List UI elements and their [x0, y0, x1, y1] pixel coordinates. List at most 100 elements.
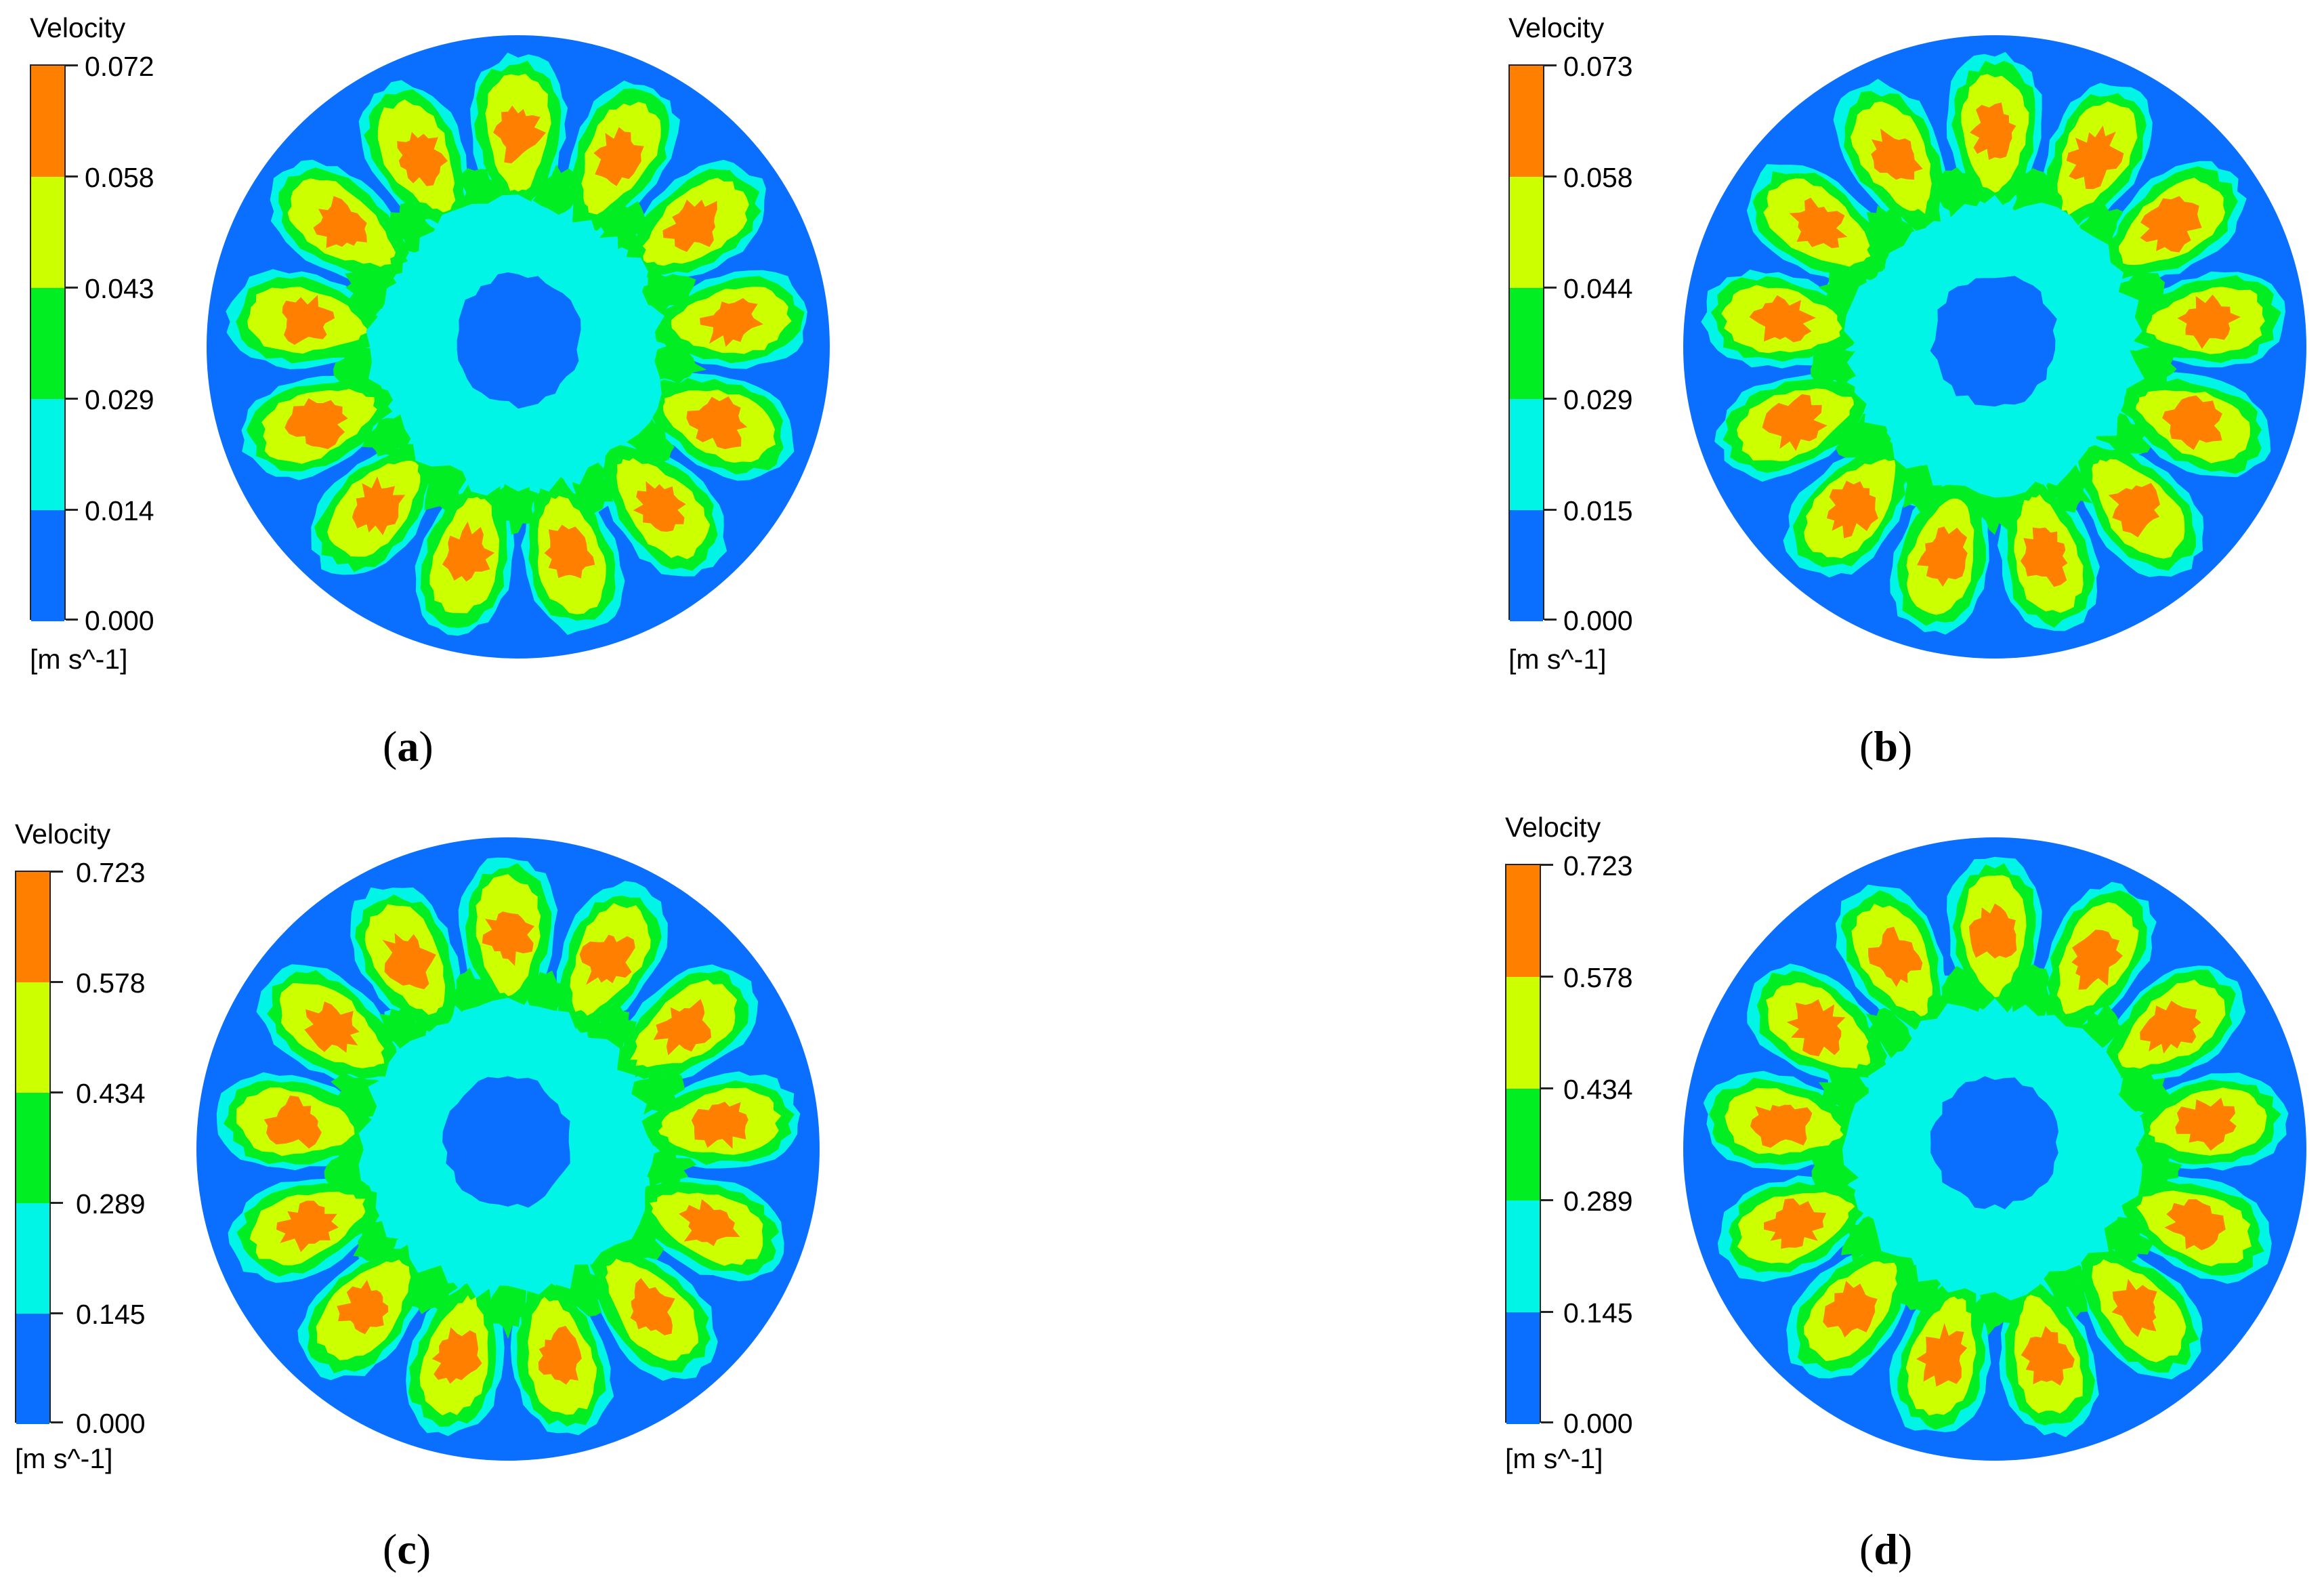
legend-seg-2	[1506, 1089, 1540, 1201]
lobe-orange	[538, 1326, 582, 1385]
tick-mark	[1541, 976, 1553, 978]
inter-lobe-green	[1866, 205, 1916, 259]
legend-seg-3	[1510, 177, 1543, 288]
panel-caption: (d)	[1859, 1524, 1912, 1574]
tick-label: 0.043	[85, 273, 154, 304]
tick-label: 0.723	[76, 857, 146, 888]
tick-mark	[51, 1091, 63, 1093]
legend-seg-4	[1510, 66, 1543, 177]
caption-close: )	[419, 722, 434, 770]
lobe-orange	[493, 105, 546, 164]
lobe-orange	[431, 1327, 482, 1384]
color-legend-bar	[15, 871, 51, 1424]
lobe-orange	[700, 298, 763, 347]
lobe-orange	[691, 1102, 748, 1149]
legend-title: Velocity	[1505, 812, 1601, 843]
tick-mark	[1541, 1311, 1553, 1313]
caption-close: )	[1897, 722, 1913, 770]
tick-label: 0.289	[76, 1188, 146, 1219]
color-legend-bar	[1505, 864, 1541, 1424]
lobe-orange	[1789, 197, 1848, 249]
legend-title: Velocity	[15, 818, 111, 850]
tick-label: 0.578	[1563, 962, 1633, 993]
caption-letter: a	[397, 722, 419, 770]
lobe-orange	[2071, 930, 2123, 990]
lobe-orange	[633, 481, 686, 532]
lobe-orange	[1786, 999, 1846, 1057]
tick-mark	[1541, 864, 1553, 866]
lobe-orange	[630, 1278, 675, 1335]
inter-lobe-green	[362, 413, 413, 457]
tick-mark	[51, 981, 63, 983]
panel-caption: (b)	[1859, 722, 1912, 772]
lobe-orange	[2020, 527, 2068, 587]
core-blue	[1930, 1076, 2058, 1209]
lobe-orange	[282, 295, 335, 345]
legend-seg-1	[1510, 399, 1543, 510]
panel-caption: (a)	[383, 722, 434, 772]
tick-mark	[66, 619, 78, 621]
legend-seg-4	[1506, 865, 1540, 977]
tick-label: 0.434	[1563, 1074, 1633, 1105]
lobe-orange	[653, 999, 712, 1056]
velocity-contour-plot	[196, 837, 820, 1461]
lobe-orange	[1764, 1198, 1827, 1249]
tick-label: 0.015	[1563, 495, 1633, 526]
lobe-orange	[1968, 903, 2017, 959]
legend-seg-2	[31, 288, 64, 399]
tick-label: 0.072	[85, 51, 154, 82]
lobe-orange	[337, 1280, 389, 1335]
color-legend-bar	[1508, 64, 1544, 621]
tick-label: 0.000	[1563, 605, 1633, 636]
lobe-orange	[1871, 128, 1923, 180]
lobe-orange	[1750, 1104, 1813, 1148]
lobe-orange	[276, 1201, 339, 1253]
legend-seg-0	[1510, 510, 1543, 621]
velocity-contour-plot	[207, 35, 830, 659]
core-blue	[1930, 276, 2057, 407]
tick-mark	[51, 1312, 63, 1314]
lobe-orange	[1970, 102, 2016, 160]
caption-open: (	[383, 722, 398, 770]
legend-seg-1	[16, 1203, 49, 1314]
caption-letter: c	[397, 1525, 417, 1573]
inter-lobe-green	[633, 272, 696, 315]
tick-mark	[1544, 287, 1557, 289]
lobe-orange	[1762, 394, 1827, 451]
lobe-orange	[1917, 526, 1968, 587]
legend-seg-0	[1506, 1312, 1540, 1424]
lobe-orange	[1826, 480, 1878, 539]
legend-seg-3	[31, 177, 64, 288]
tick-label: 0.058	[1563, 162, 1633, 193]
lobe-orange	[2175, 1098, 2237, 1151]
tick-label: 0.145	[76, 1299, 146, 1330]
caption-letter: d	[1874, 1525, 1898, 1573]
lobe-orange	[579, 934, 635, 985]
tick-label: 0.578	[76, 967, 146, 999]
tick-mark	[1544, 509, 1557, 511]
caption-close: )	[416, 1525, 431, 1573]
caption-open: (	[1859, 1525, 1874, 1573]
lobe-orange	[2140, 1001, 2201, 1054]
inter-lobe-green	[2092, 1216, 2154, 1263]
lobe-orange	[1868, 926, 1923, 987]
tick-mark	[66, 509, 78, 511]
legend-seg-3	[1506, 977, 1540, 1089]
tick-mark	[1544, 398, 1557, 400]
caption-open: (	[1859, 722, 1874, 770]
tick-label: 0.723	[1563, 850, 1633, 881]
inter-lobe-green	[496, 472, 538, 535]
tick-label: 0.145	[1563, 1297, 1633, 1329]
lobe-orange	[442, 521, 495, 582]
core-blue	[442, 1076, 570, 1208]
inter-lobe-green	[451, 967, 494, 1031]
caption-close: )	[1897, 1525, 1913, 1573]
tick-mark	[66, 175, 78, 178]
inter-lobe-green	[424, 456, 471, 511]
lobe-orange	[2108, 482, 2160, 538]
legend-title: Velocity	[30, 12, 126, 43]
tick-mark	[51, 1202, 63, 1204]
legend-title: Velocity	[1508, 12, 1605, 43]
core-blue	[457, 272, 581, 409]
